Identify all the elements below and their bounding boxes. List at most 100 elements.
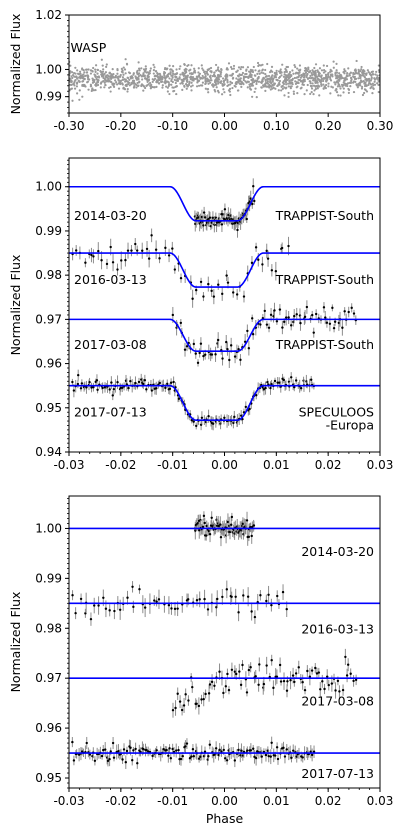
wasp-point [95,77,98,81]
data-point [245,519,249,522]
wasp-point [369,82,372,85]
wasp-point [83,78,86,81]
data-point [145,247,149,251]
wasp-point [346,72,349,75]
wasp-point [105,63,108,66]
wasp-point [374,73,377,76]
data-point [294,672,298,675]
wasp-point [322,71,326,74]
wasp-point [229,93,232,97]
wasp-point [273,76,276,79]
data-point [136,762,139,765]
data-point [328,322,332,325]
wasp-point [229,83,232,86]
y-tick-label: 0.99 [35,90,62,104]
wasp-point [299,76,302,79]
wasp-point [250,76,253,79]
data-point [206,608,210,611]
data-point [263,309,266,313]
data-point [162,748,165,751]
wasp-point [297,72,300,75]
wasp-point [269,88,272,91]
wasp-point [231,86,234,90]
data-point [269,313,273,317]
wasp-point [242,83,245,86]
wasp-point [287,74,290,77]
wasp-point [83,84,86,88]
wasp-point [347,91,350,94]
wasp-point [168,92,171,96]
wasp-point [239,73,242,77]
wasp-point [149,69,152,72]
data-point [184,693,187,696]
wasp-point [211,74,214,78]
wasp-point [357,68,360,71]
data-point [80,382,84,385]
wasp-point [343,72,346,75]
wasp-point [102,76,105,80]
wasp-point [281,81,285,84]
wasp-point [254,74,257,77]
data-point [221,595,224,599]
data-point [147,257,151,260]
data-point [230,595,233,598]
wasp-point [69,70,72,73]
data-point [223,208,227,211]
wasp-point [289,87,292,90]
wasp-point [334,74,337,77]
data-point [274,269,278,273]
wasp-point [161,75,164,78]
wasp-point [239,82,242,86]
wasp-point [190,89,193,92]
wasp-point [210,71,213,74]
data-point [285,689,289,692]
y-axis-label: Normalized Flux [8,255,23,356]
wasp-point [235,77,238,80]
wasp-point [150,83,153,86]
wasp-point [164,79,167,82]
wasp-point [284,74,288,77]
wasp-point [137,61,140,64]
data-point [267,593,270,596]
data-point [314,666,317,670]
data-point [315,672,319,675]
wasp-point [116,83,119,86]
wasp-point [144,70,147,73]
wasp-point [224,73,228,77]
data-point [225,340,228,344]
wasp-point [157,81,161,85]
wasp-point [239,77,242,80]
data-point [225,759,229,762]
wasp-point [125,62,129,65]
wasp-point [360,65,363,69]
data-point [225,274,228,277]
wasp-point [199,84,203,87]
wasp-point [264,73,267,76]
data-point [303,688,307,692]
wasp-point [233,84,236,87]
data-point [233,415,236,419]
wasp-point [213,88,216,92]
data-point [211,216,215,219]
data-point [201,525,205,529]
data-point [102,748,105,752]
wasp-point [291,83,294,86]
plot-area-3 [69,511,380,770]
wasp-point [188,82,191,85]
y-axis-label: Normalized Flux [8,592,23,693]
wasp-point [249,71,252,74]
wasp-point [314,87,317,91]
data-point [218,670,221,673]
wasp-point [75,85,79,88]
data-point [197,757,201,760]
data-point [240,749,243,752]
wasp-point [119,79,123,82]
wasp-point [224,77,227,80]
data-point [275,746,279,749]
wasp-point [216,78,219,81]
wasp-point [71,99,74,102]
data-point [72,759,76,762]
plot-area-1 [69,58,380,102]
wasp-point [278,83,281,86]
data-point [216,338,220,342]
